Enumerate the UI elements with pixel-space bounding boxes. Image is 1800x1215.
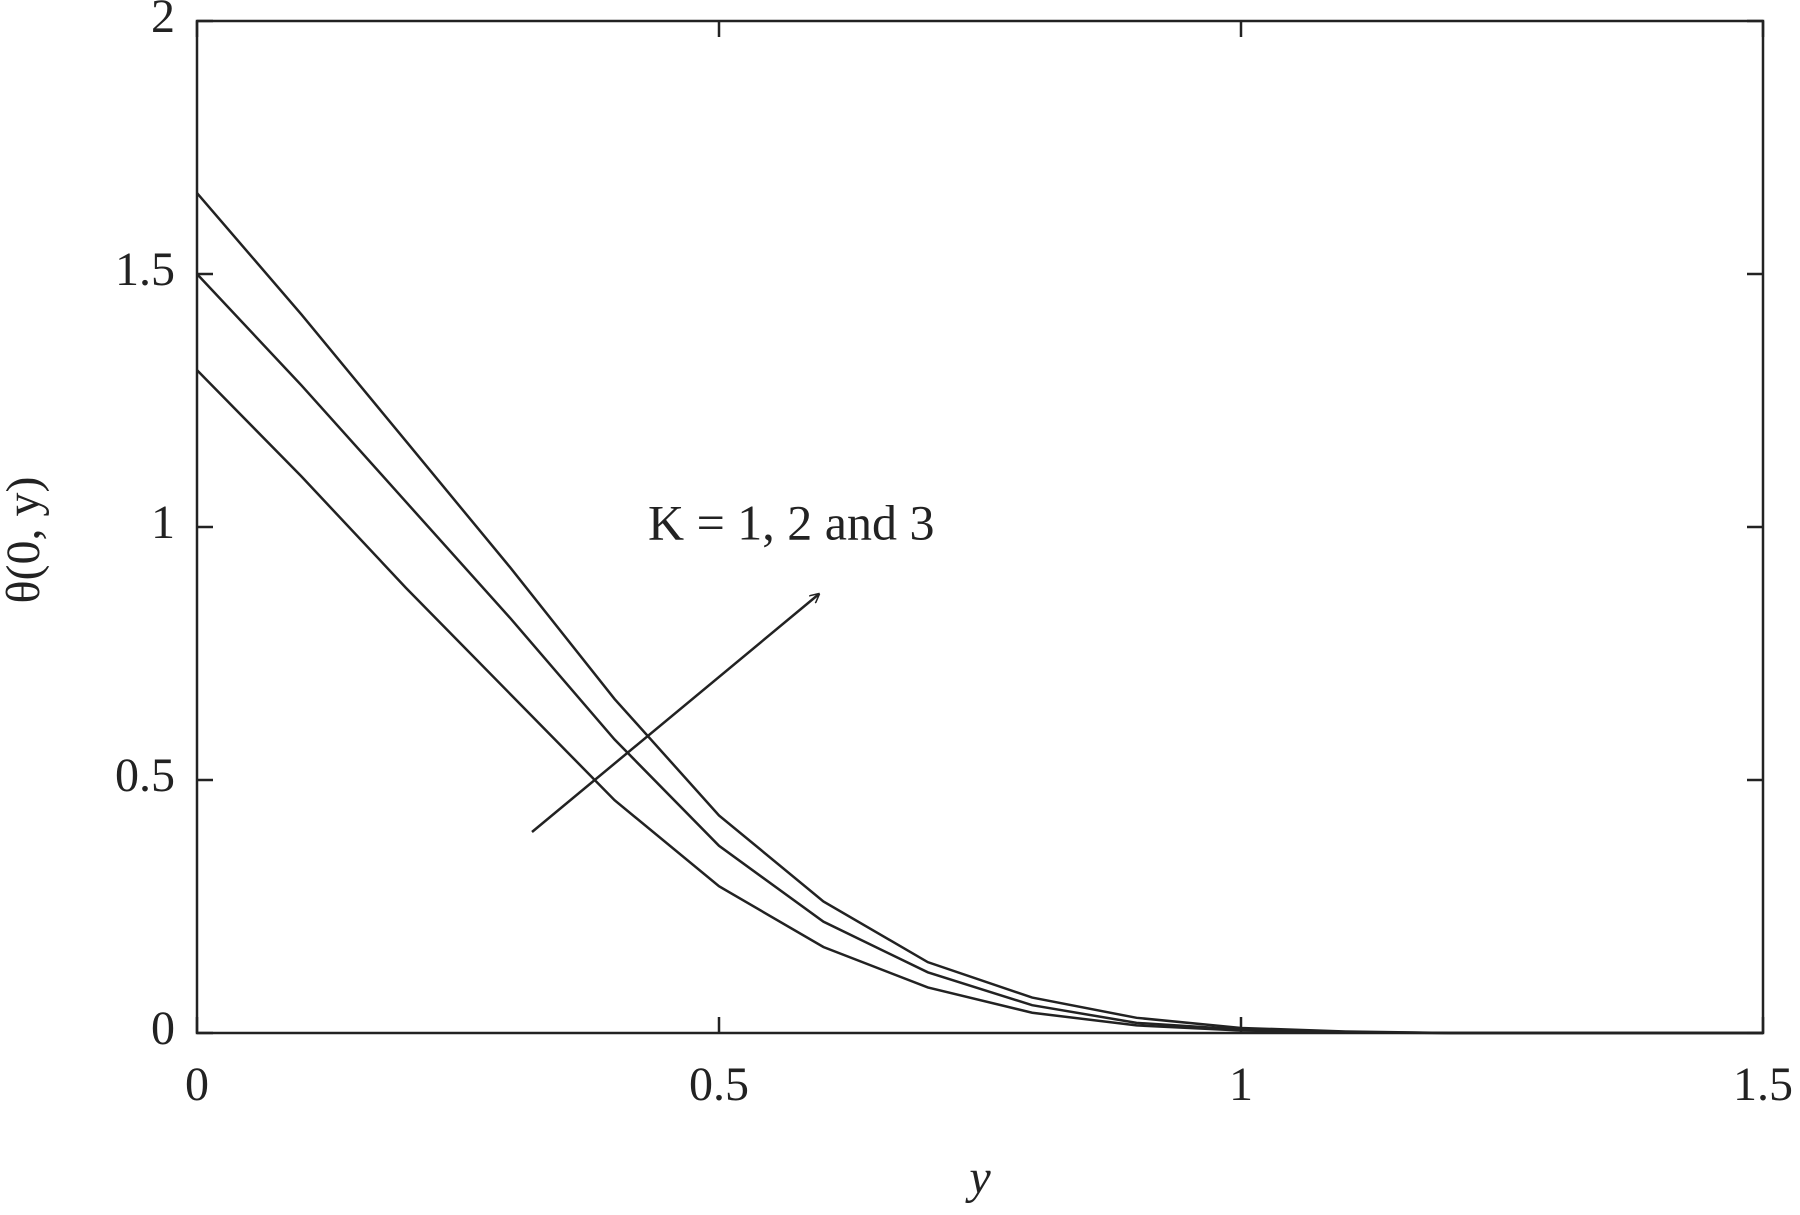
line (196, 192, 1763, 1035)
y-tick-label: 0.5 (115, 749, 175, 802)
x-tick-label: 1.5 (1733, 1058, 1793, 1111)
line (196, 273, 1763, 1035)
x-tick-label: 0 (185, 1058, 209, 1111)
y-tick-label: 0 (151, 1002, 175, 1055)
plot-frame (195, 19, 1765, 1035)
x-tick-label: 0.5 (689, 1058, 749, 1111)
y-tick-label: 1 (151, 496, 175, 549)
x-tick-label: 1 (1229, 1058, 1253, 1111)
x-axis-label: y (964, 1151, 991, 1204)
y-tick-label: 2 (151, 0, 175, 43)
annotation: K = 1, 2 and 3 (648, 494, 935, 550)
y-axis-label: θ(0, y) (0, 477, 50, 604)
line (196, 369, 1763, 1035)
y-tick-label: 1.5 (115, 243, 175, 296)
annotation-arrow (531, 594, 819, 833)
